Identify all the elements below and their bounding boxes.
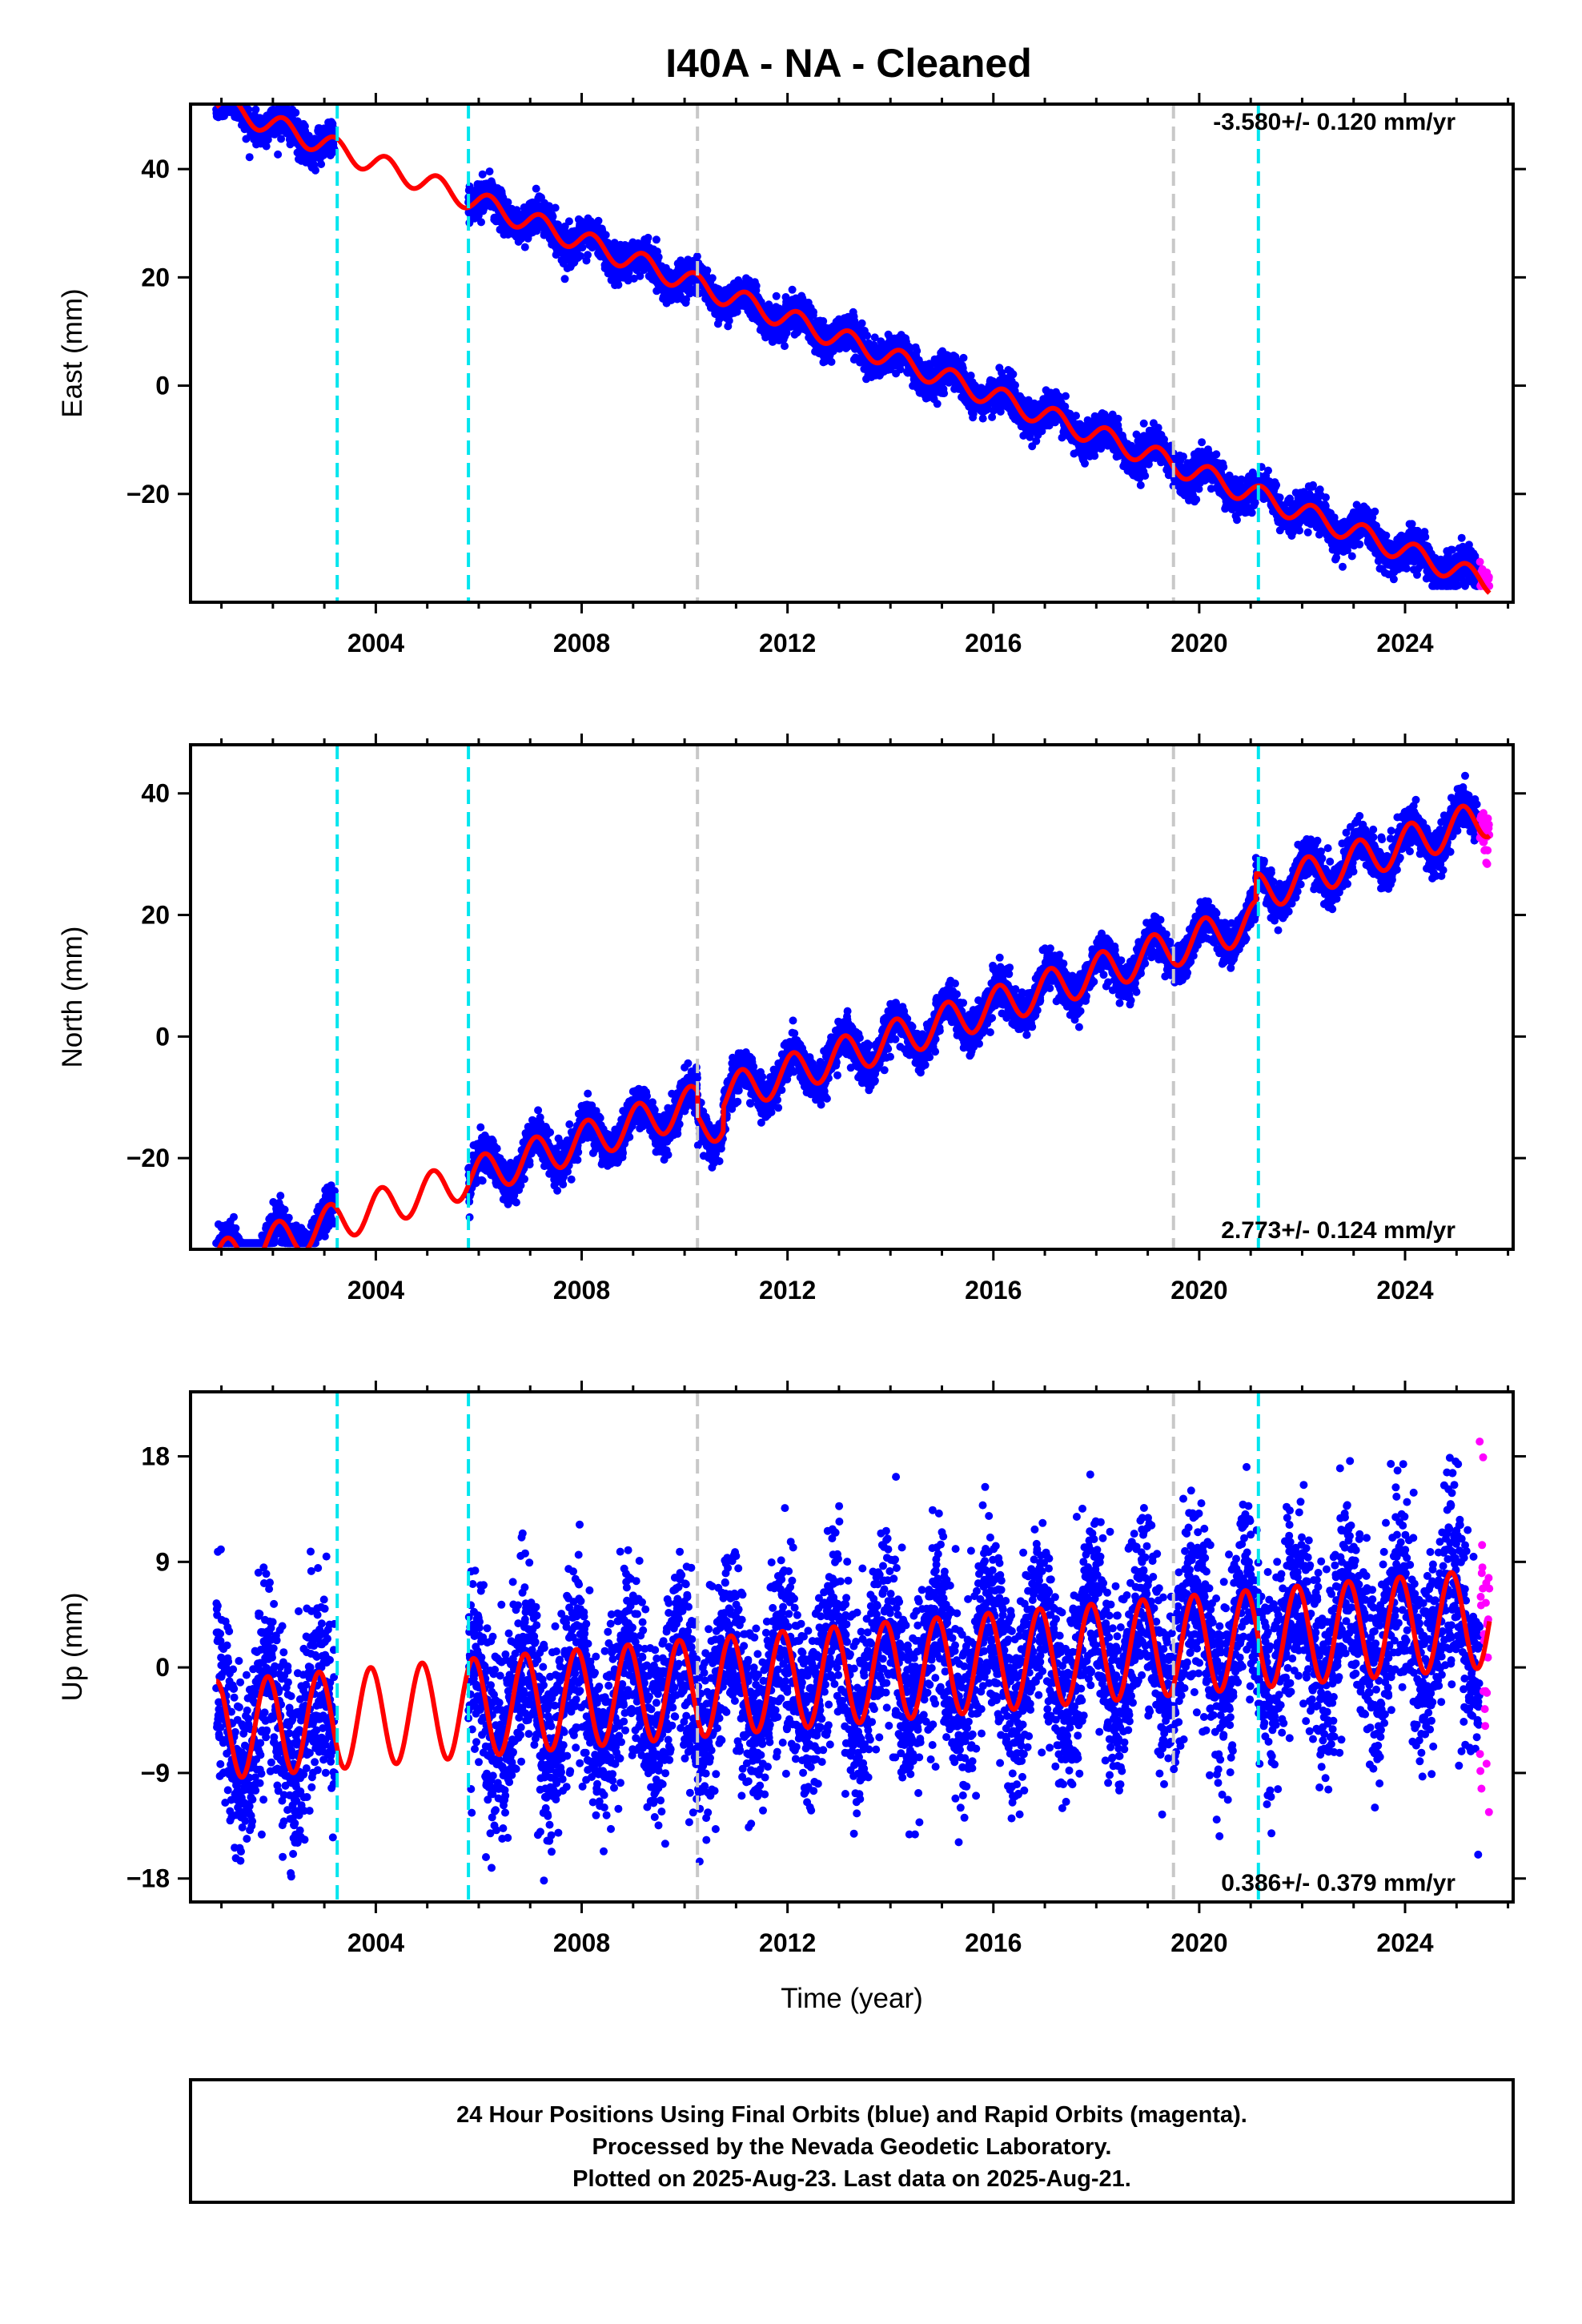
data-point [1011, 381, 1019, 389]
data-point [1154, 424, 1162, 432]
data-point [244, 105, 253, 114]
data-point [478, 170, 487, 179]
data-point [245, 153, 254, 162]
data-point [1114, 414, 1122, 423]
data-point [654, 253, 663, 261]
data-point [1141, 472, 1150, 480]
data-point [1198, 438, 1207, 447]
data-point [809, 308, 817, 316]
data-point [277, 135, 286, 143]
data-point [940, 389, 949, 398]
data-point [703, 266, 712, 275]
data-point [251, 105, 260, 114]
data-point [959, 353, 968, 362]
data-point [485, 167, 494, 176]
data-point [477, 218, 485, 227]
data-point [520, 243, 529, 251]
data-point [560, 275, 569, 283]
data-point [274, 150, 283, 159]
data-point [788, 285, 797, 294]
data-point [504, 198, 512, 207]
data-point [1192, 495, 1201, 504]
data-point [652, 235, 661, 244]
data-point [781, 342, 789, 351]
data-point [1009, 370, 1018, 379]
data-point [978, 414, 987, 423]
data-point [913, 347, 921, 356]
data-point [1081, 459, 1089, 468]
data-point [614, 280, 623, 289]
data-point [1062, 392, 1070, 400]
data-point [708, 274, 717, 283]
data-point [857, 319, 866, 328]
data-point [551, 203, 560, 212]
data-point [1090, 452, 1099, 460]
data-point [532, 184, 540, 193]
data-point [933, 400, 942, 408]
plot-area [212, 104, 1494, 595]
data-point [311, 166, 319, 175]
data-point [291, 108, 300, 117]
data-point [578, 243, 587, 252]
data-point [262, 142, 271, 151]
data-point [1072, 412, 1080, 420]
data-point [1139, 419, 1148, 428]
figure-title: I40A - NA - Cleaned [665, 41, 1032, 86]
data-point [772, 292, 781, 300]
data-point [827, 357, 836, 366]
data-point [564, 217, 573, 226]
data-point [584, 251, 592, 259]
data-point [594, 216, 603, 225]
data-point [548, 212, 557, 221]
data-point [752, 281, 761, 290]
data-point [863, 332, 872, 340]
data-point [1136, 480, 1145, 489]
data-point [317, 160, 326, 168]
data-point [644, 233, 652, 242]
data-point [601, 231, 610, 239]
data-point [693, 252, 701, 261]
